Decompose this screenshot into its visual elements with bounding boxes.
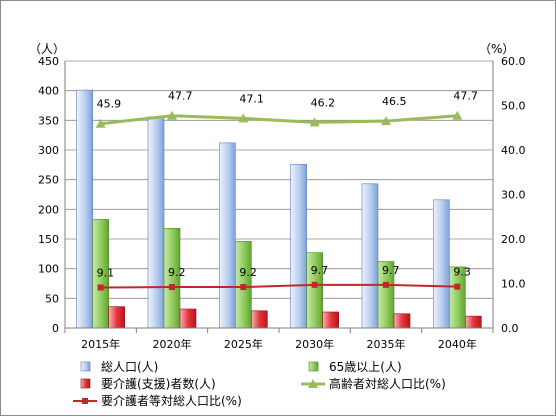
marker-care-ratio: [383, 281, 389, 288]
bar-care-required: [251, 310, 268, 329]
line-care-ratio: [100, 283, 458, 289]
legend: 総人口(人) 65歳以上(人) 要介護(支援)者数(人) 高齢者対総人口比(%) 要介護…: [73, 360, 446, 408]
axes: 0 50 100 150 200 250 300 350 400 450 0.0 10.0 20.0 30…: [29, 42, 526, 351]
right-tick-label: 10.0: [501, 278, 526, 291]
legend-swatch: [80, 361, 91, 372]
left-tick-label: 350: [38, 114, 59, 127]
data-label: 45.9: [97, 98, 122, 111]
data-label: 9.2: [168, 266, 186, 279]
legend-marker: [308, 379, 318, 388]
bar-total-population: [147, 116, 165, 329]
x-tick-label: 2035年: [367, 337, 406, 351]
data-label: 9.7: [311, 264, 329, 277]
marker-elderly-ratio: [452, 110, 463, 120]
data-label: 46.5: [382, 95, 407, 108]
marker-elderly-ratio: [167, 110, 177, 120]
right-tick-label: 20.0: [501, 233, 526, 246]
marker-care-ratio: [240, 284, 247, 291]
right-axis-unit: （%）: [479, 42, 514, 56]
marker-care-ratio: [97, 284, 104, 291]
marker-care-ratio: [311, 281, 318, 288]
left-tick-label: 400: [38, 85, 59, 98]
bar-care-required: [393, 313, 411, 329]
marker-care-ratio: [169, 284, 175, 291]
bar-care-required: [322, 311, 339, 329]
data-label: 47.7: [168, 90, 193, 103]
data-label: 9.1: [97, 267, 115, 280]
right-tick-label: 50.0: [501, 100, 526, 113]
marker-elderly-ratio: [309, 117, 320, 127]
line-elderly-ratio: [100, 114, 458, 126]
bar-total-population: [290, 163, 307, 329]
bar-care-required: [108, 306, 125, 329]
lines: [95, 110, 463, 291]
legend-swatch: [80, 378, 91, 389]
legend-label: 要介護者等対総人口比(%): [101, 393, 242, 408]
data-labels: 45.9 47.7 47.1 46.2 46.5 47.7 9.1 9.2 9.2 9.7 9.7 9…: [97, 90, 478, 280]
data-label: 47.7: [453, 90, 478, 103]
left-tick-label: 200: [38, 203, 59, 216]
left-tick-label: 100: [38, 263, 59, 276]
x-tick-label: 2040年: [438, 337, 477, 351]
data-label: 9.2: [239, 266, 256, 279]
marker-elderly-ratio: [95, 118, 106, 128]
left-tick-label: 450: [38, 55, 59, 68]
data-label: 9.3: [453, 266, 471, 279]
left-axis-unit: （人）: [29, 42, 65, 56]
marker-care-ratio: [454, 283, 461, 290]
right-tick-label: 60.0: [501, 55, 526, 68]
marker-elderly-ratio: [381, 116, 391, 126]
bar-total-population: [76, 89, 93, 329]
x-tick-label: 2020年: [153, 337, 192, 351]
left-tick-label: 150: [38, 233, 59, 246]
bar-total-population: [433, 199, 450, 329]
bar-care-required: [465, 315, 482, 329]
x-tick-label: 2030年: [295, 337, 334, 351]
bars: [76, 89, 482, 329]
left-tick-label: 50: [45, 292, 59, 305]
legend-marker: [82, 398, 88, 404]
right-tick-label: 40.0: [501, 144, 526, 157]
x-tick-label: 2015年: [81, 337, 120, 351]
right-tick-label: 0.0: [501, 322, 519, 335]
legend-label: 総人口(人): [101, 360, 158, 374]
legend-label: 要介護(支援)者数(人): [101, 376, 216, 391]
legend-label: 65歳以上(人): [329, 360, 402, 374]
legend-label: 高齢者対総人口比(%): [329, 376, 446, 391]
bar-total-population: [361, 183, 379, 329]
left-tick-label: 250: [38, 174, 59, 187]
legend-swatch: [308, 361, 319, 372]
bar-total-population: [219, 142, 236, 329]
data-label: 47.1: [239, 92, 263, 105]
data-label: 46.2: [311, 96, 336, 109]
x-tick-label: 2025年: [224, 337, 263, 351]
marker-elderly-ratio: [238, 113, 249, 123]
left-tick-label: 0: [52, 322, 59, 335]
left-tick-label: 300: [38, 144, 59, 157]
right-tick-label: 30.0: [501, 189, 526, 202]
gridlines: [65, 60, 493, 299]
bar-care-required: [179, 308, 197, 329]
data-label: 9.7: [382, 264, 400, 277]
